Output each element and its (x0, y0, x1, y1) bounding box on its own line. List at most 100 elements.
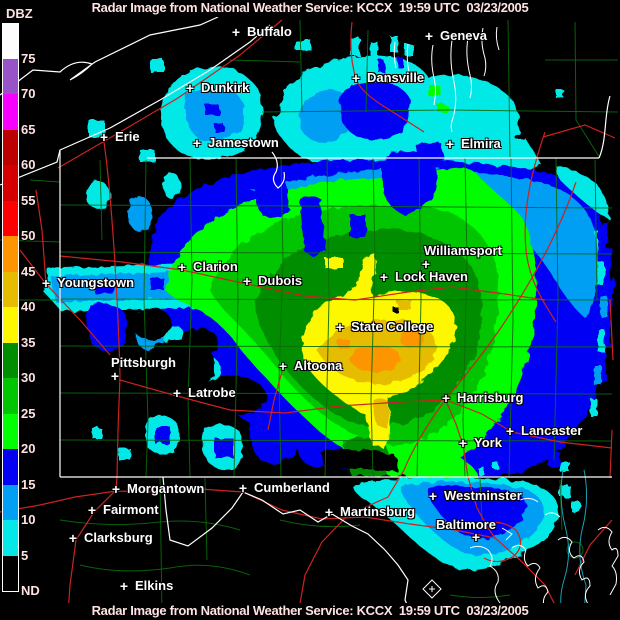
city-label: Pittsburgh (111, 355, 176, 370)
airport-diamond (422, 579, 442, 599)
legend-label: 65 (21, 121, 36, 137)
city-marker: + (185, 80, 195, 96)
legend-segment (2, 449, 19, 486)
legend-label: 20 (21, 441, 36, 456)
city-label: Youngstown (57, 275, 135, 290)
city-label: Geneva (440, 28, 487, 43)
legend-label: 10 (21, 512, 36, 527)
lake-erie-us-shore (0, 24, 271, 186)
city-marker: + (424, 28, 434, 44)
city-marker: + (231, 24, 241, 40)
allegheny-reservoir (271, 151, 285, 189)
legend-label: 5 (21, 547, 29, 563)
radar-echoes (44, 36, 615, 570)
legend-label: 60 (21, 157, 36, 172)
city-label: State College (351, 319, 434, 334)
rivers (560, 469, 588, 616)
legend-label: 25 (21, 405, 36, 421)
city-marker: + (99, 129, 109, 145)
city-label: Erie (115, 129, 140, 144)
legend-label: 50 (21, 228, 36, 243)
echo-maryland-mass (352, 462, 580, 570)
legend-segment (2, 165, 19, 202)
legend-label: 55 (21, 192, 36, 208)
city-label: Fairmont (103, 502, 159, 517)
legend-segment (2, 271, 19, 308)
city-marker: + (351, 70, 361, 86)
city-label: Lock Haven (395, 269, 468, 284)
city-marker: + (119, 578, 129, 594)
wv-border-potomac (162, 476, 413, 616)
legend-segment (2, 555, 19, 592)
legend-label: ND (21, 583, 40, 598)
city-label: Morgantown (127, 481, 205, 496)
city-label: Elmira (461, 136, 501, 151)
legend-label: 30 (21, 370, 36, 385)
legend-segment (2, 94, 19, 131)
city-marker: + (87, 502, 97, 518)
city-label: Cumberland (254, 480, 330, 495)
echo-core (301, 252, 456, 448)
city-label: Martinsburg (340, 504, 416, 519)
city-marker: + (445, 136, 455, 152)
legend-label: 70 (21, 86, 36, 101)
city-marker: + (192, 135, 202, 151)
city-label: Latrobe (188, 385, 236, 400)
legend-segment (2, 484, 19, 521)
legend-segment (2, 236, 19, 273)
city-marker: + (471, 529, 481, 545)
city-label: Jamestown (208, 135, 279, 150)
city-marker: + (324, 504, 334, 520)
city-marker: + (428, 488, 438, 504)
bottom-banner: Radar Image from National Weather Servic… (0, 603, 620, 620)
city-marker: + (335, 319, 345, 335)
lake-erie-canada-shore (0, 16, 219, 96)
city-label: Dubois (258, 273, 303, 288)
city-marker: + (441, 390, 451, 406)
delaware-river (598, 95, 611, 159)
city-label: Lancaster (521, 423, 583, 438)
echo-dunkirk-cluster (140, 60, 264, 162)
legend-label: 45 (21, 263, 36, 279)
city-marker: + (110, 368, 120, 384)
city-label: Dunkirk (201, 80, 250, 95)
city-marker: + (379, 269, 389, 285)
chesapeake-shorelines (422, 497, 619, 616)
legend-segment (2, 58, 19, 95)
legend-segment (2, 129, 19, 166)
city-label: Baltimore (436, 517, 496, 532)
city-marker: + (421, 256, 431, 272)
city-marker: + (458, 435, 468, 451)
city-marker: + (111, 481, 121, 497)
city-marker: + (68, 530, 78, 546)
legend-segment (2, 413, 19, 450)
city-marker: + (172, 385, 182, 401)
city-marker: + (41, 275, 51, 291)
city-label: York (474, 435, 502, 450)
city-label: Dansville (367, 70, 425, 85)
city-label: Buffalo (247, 24, 292, 39)
city-label: Altoona (294, 358, 343, 373)
city-label: Clarksburg (84, 530, 153, 545)
city-label: Williamsport (424, 243, 502, 258)
city-label: Harrisburg (457, 390, 524, 405)
legend-segment (2, 520, 19, 557)
city-label: Westminster (444, 488, 522, 503)
city-marker: + (242, 273, 252, 289)
state-borders-and-water (0, 16, 619, 616)
legend-label: 40 (21, 299, 36, 314)
legend-label: 15 (21, 476, 36, 492)
dbz-scale-title: DBZ (6, 6, 33, 21)
finger-lakes (393, 26, 500, 133)
city-marker: + (505, 423, 515, 439)
city-label: Elkins (135, 578, 174, 593)
legend-segment (2, 23, 19, 61)
legend-label: 75 (21, 50, 36, 66)
legend-segment (2, 378, 19, 415)
city-marker: + (177, 259, 187, 275)
city-marker: + (278, 358, 288, 374)
echo-ny-central (272, 36, 434, 165)
city-label: Clarion (193, 259, 238, 274)
